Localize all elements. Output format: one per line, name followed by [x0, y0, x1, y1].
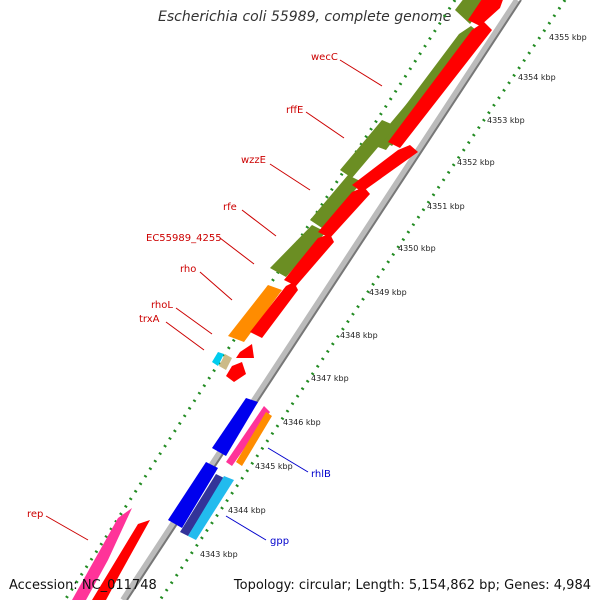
lower-gene-cluster — [72, 398, 272, 600]
kbp-label: 4355 kbp — [549, 33, 587, 42]
right-leaders — [225, 447, 309, 541]
gene-rep — [72, 508, 132, 600]
label-wzzE: wzzE — [241, 155, 266, 166]
gene-red-2 — [388, 22, 492, 148]
right-gene-labels: rhlB gpp — [270, 469, 331, 547]
leader-rhoL — [175, 307, 213, 335]
kbp-label: 4348 kbp — [340, 331, 378, 340]
label-rhoL: rhoL — [151, 300, 173, 311]
label-rfe: rfe — [223, 202, 237, 213]
gene-red-6 — [250, 282, 298, 338]
kbp-label: 4351 kbp — [427, 202, 465, 211]
label-rhlB: rhlB — [311, 469, 331, 480]
label-rep: rep — [27, 509, 43, 520]
gene-cyan-1 — [188, 476, 234, 540]
gene-blue-3 — [180, 474, 224, 536]
label-gpp: gpp — [270, 536, 289, 547]
reverse-strand-genes — [226, 0, 503, 382]
leader-wecC — [339, 59, 383, 87]
gene-wzzE — [340, 120, 396, 178]
gene-red-3 — [352, 145, 418, 192]
left-leaders — [45, 59, 383, 541]
gene-blue-1 — [212, 398, 258, 456]
leader-wzzE — [269, 163, 311, 191]
kbp-label: 4344 kbp — [228, 506, 266, 515]
leader-rffE — [305, 111, 345, 139]
topology-label: Topology: circular; Length: 5,154,862 bp… — [233, 578, 591, 593]
gene-rfe — [310, 175, 362, 228]
leader-rho — [199, 271, 233, 301]
kbp-label: 4346 kbp — [283, 418, 321, 427]
leader-trxA — [165, 321, 205, 351]
kbp-label: 4349 kbp — [369, 288, 407, 297]
label-EC55989: EC55989_4255 — [146, 233, 222, 244]
kbp-label: 4345 kbp — [255, 462, 293, 471]
leader-gpp — [225, 515, 267, 541]
gene-red-4 — [318, 187, 370, 238]
gene-orange-1 — [236, 412, 272, 466]
leader-rfe — [241, 209, 277, 237]
label-rho: rho — [180, 264, 196, 275]
kbp-tick-ring — [158, 0, 567, 600]
accession-label: Accession: NC_011748 — [9, 578, 157, 593]
left-gene-labels: wecC rffE wzzE rfe EC55989_4255 rho rhoL… — [27, 52, 338, 520]
kbp-label: 4347 kbp — [311, 374, 349, 383]
gene-red-1 — [468, 0, 503, 26]
leader-rep — [45, 515, 89, 541]
label-rffE: rffE — [286, 105, 303, 116]
gene-red-9 — [92, 520, 150, 600]
kbp-label: 4352 kbp — [457, 158, 495, 167]
kbp-label: 4343 kbp — [200, 550, 238, 559]
kbp-scale-labels: 4343 kbp 4344 kbp 4345 kbp 4346 kbp 4347… — [200, 33, 587, 559]
gene-red-7 — [236, 344, 254, 358]
gene-trxA — [212, 352, 224, 366]
leader-EC55989 — [219, 237, 255, 265]
gene-red-8 — [226, 362, 246, 382]
label-trxA: trxA — [139, 314, 160, 325]
label-wecC: wecC — [311, 52, 338, 63]
gene-pink-1 — [226, 406, 270, 466]
kbp-label: 4354 kbp — [518, 73, 556, 82]
gene-EC55989_4255 — [270, 225, 326, 277]
leader-rhlB — [267, 447, 309, 473]
kbp-label: 4350 kbp — [398, 244, 436, 253]
gene-blue-2 — [168, 462, 218, 528]
gene-trxA-2 — [219, 354, 232, 370]
gene-rho — [228, 285, 282, 342]
kbp-label: 4353 kbp — [487, 116, 525, 125]
gene-red-5 — [284, 234, 334, 286]
genome-title: Escherichia coli 55989, complete genome — [158, 9, 452, 25]
